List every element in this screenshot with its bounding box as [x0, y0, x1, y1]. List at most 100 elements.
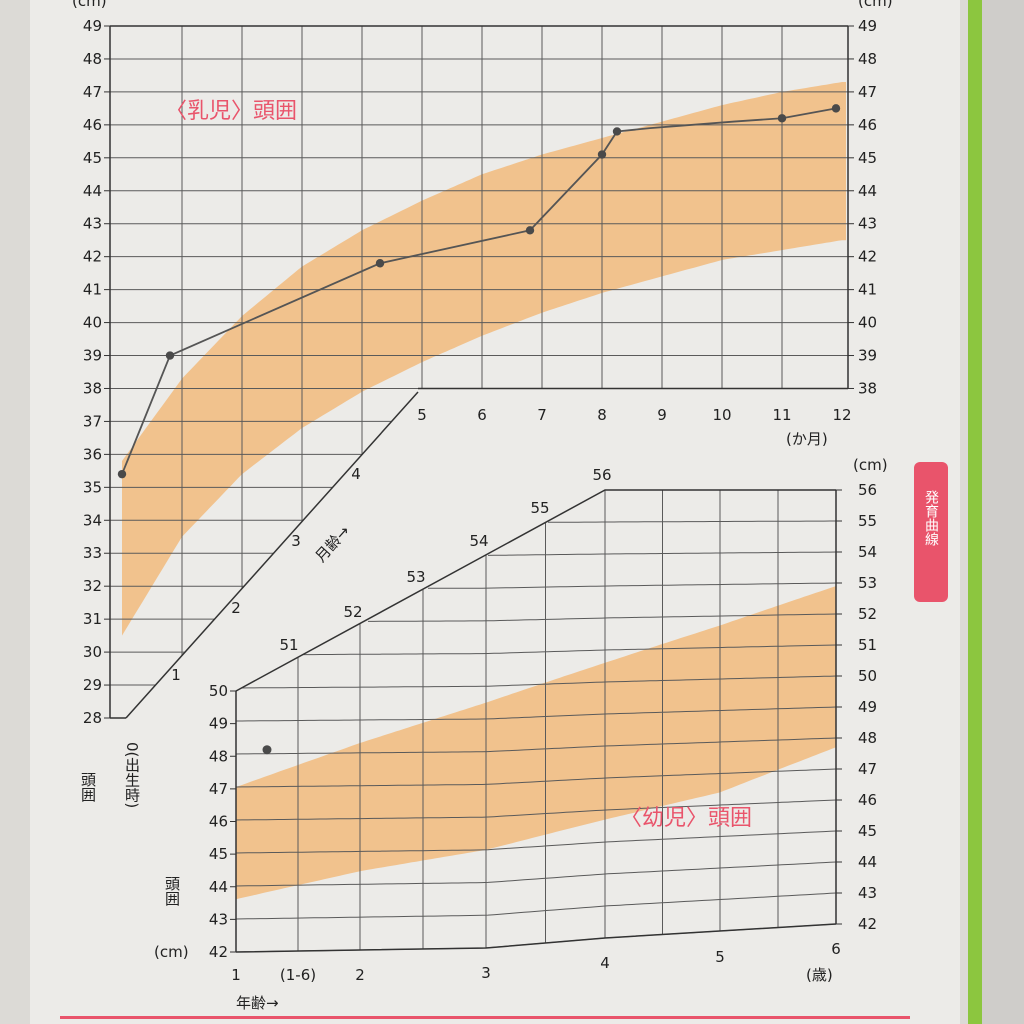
toddler-grid-h	[428, 582, 837, 589]
toddler-x-tick: 3	[481, 964, 491, 982]
infant-y-tick-left: 45	[83, 149, 102, 167]
infant-y-tick-right: 38	[858, 379, 877, 397]
toddler-y-tick-left: 50	[209, 682, 228, 700]
infant-y-tick-left: 36	[83, 445, 102, 463]
toddler-y-tick-right: 48	[858, 729, 877, 747]
toddler-y-tick-left: 42	[209, 943, 228, 961]
toddler-y-tick-right: 43	[858, 884, 877, 902]
toddler-y-tick-right: 51	[858, 636, 877, 654]
page-edge	[982, 0, 1024, 1024]
infant-y-label: 頭囲	[79, 772, 97, 802]
infant-data-point	[525, 226, 535, 235]
infant-y-tick-left: 34	[83, 511, 102, 529]
infant-y-tick-left: 37	[83, 412, 102, 430]
toddler-y-tick-right: 55	[858, 512, 877, 530]
infant-x-unit: (か月)	[786, 430, 828, 448]
toddler-y-tick-left: 48	[209, 747, 228, 765]
infant-y-tick-right: 42	[858, 248, 877, 266]
toddler-y-tick-right: 45	[858, 822, 877, 840]
toddler-grid-h	[368, 613, 837, 622]
toddler-grid-h	[235, 861, 837, 887]
infant-data-point	[612, 127, 622, 136]
toddler-y-tick-left: 49	[209, 715, 228, 733]
toddler-y-unit-left: (cm)	[154, 943, 189, 961]
toddler-x-tick: 6	[831, 940, 841, 958]
bottom-red-rule	[60, 1016, 910, 1019]
toddler-grid-h	[235, 799, 837, 821]
infant-y-tick-left: 48	[83, 50, 102, 68]
infant-data-point	[597, 150, 607, 159]
infant-y-tick-right: 41	[858, 281, 877, 299]
toddler-x-tick: 5	[715, 948, 725, 966]
toddler-x-tick: (1-6)	[280, 966, 316, 984]
toddler-y-tick-left: 46	[209, 813, 228, 831]
infant-diagonal-axis	[125, 391, 419, 719]
infant-y-tick-right: 45	[858, 149, 877, 167]
toddler-grid-h	[302, 644, 837, 656]
infant-x-tick: 4	[351, 465, 361, 483]
infant-y-tick-right: 44	[858, 182, 877, 200]
toddler-y-tick-right: 42	[858, 915, 877, 933]
infant-y-tick-left: 46	[83, 116, 102, 134]
infant-x-tick: 6	[477, 406, 487, 424]
toddler-series	[262, 745, 272, 755]
infant-x-tick: 8	[597, 406, 607, 424]
toddler-tick-labels: 4243444546474849504243444546474849505152…	[209, 466, 877, 984]
infant-y-tick-left: 29	[83, 676, 102, 694]
toddler-top-scale-label: 56	[592, 466, 611, 484]
infant-chart-title: 〈乳児〉頭囲	[165, 99, 297, 124]
infant-y-unit-left: (cm)	[72, 0, 107, 10]
toddler-top-scale-label: 52	[343, 603, 362, 621]
toddler-y-tick-right: 44	[858, 853, 877, 871]
infant-y-tick-left: 32	[83, 577, 102, 595]
infant-y-tick-right: 48	[858, 50, 877, 68]
toddler-grid-h	[548, 520, 836, 523]
toddler-grid-h	[241, 675, 837, 689]
infant-y-tick-left: 30	[83, 643, 102, 661]
infant-y-tick-left: 31	[83, 610, 102, 628]
infant-y-tick-right: 46	[858, 116, 877, 134]
toddler-data-point	[262, 745, 272, 755]
toddler-x-tick: 2	[355, 966, 365, 984]
infant-y-tick-left: 28	[83, 709, 102, 727]
toddler-x-label: 年齢→	[236, 994, 279, 1012]
toddler-grid-h	[235, 892, 837, 920]
infant-y-tick-left: 41	[83, 281, 102, 299]
toddler-y-tick-left: 43	[209, 910, 228, 928]
infant-y-tick-right: 43	[858, 215, 877, 233]
infant-y-tick-left: 40	[83, 314, 102, 332]
toddler-y-tick-left: 44	[209, 878, 228, 896]
infant-x-tick: 11	[772, 406, 791, 424]
toddler-y-tick-right: 56	[858, 481, 877, 499]
toddler-y-tick-right: 54	[858, 543, 877, 561]
infant-x-tick: 2	[231, 599, 241, 617]
toddler-grid	[235, 489, 837, 953]
infant-data-point	[165, 351, 175, 360]
infant-x-tick: 12	[832, 406, 851, 424]
infant-tick-labels: 2829303132333435363738394041424344454647…	[83, 17, 877, 727]
infant-y-tick-right: 39	[858, 347, 877, 365]
infant-y-tick-left: 49	[83, 17, 102, 35]
infant-series	[117, 104, 841, 479]
infant-data-point	[777, 114, 787, 123]
infant-y-tick-right: 49	[858, 17, 877, 35]
side-tab[interactable]	[914, 462, 948, 602]
infant-y-tick-left: 38	[83, 379, 102, 397]
toddler-grid-h	[235, 768, 837, 788]
toddler-y-tick-right: 47	[858, 760, 877, 778]
infant-data-point	[375, 259, 385, 268]
toddler-normal-band	[236, 586, 836, 900]
infant-x-label: 月齢→	[312, 522, 354, 566]
toddler-y-tick-right: 53	[858, 574, 877, 592]
infant-x-tick: 5	[417, 406, 427, 424]
infant-x-tick: 7	[537, 406, 547, 424]
toddler-y-tick-right: 52	[858, 605, 877, 623]
toddler-y-unit-right: (cm)	[853, 456, 888, 474]
infant-y-tick-right: 47	[858, 83, 877, 101]
green-page-edge	[968, 0, 982, 1024]
toddler-y-tick-right: 46	[858, 791, 877, 809]
infant-y-tick-left: 47	[83, 83, 102, 101]
infant-data-point	[831, 104, 841, 113]
infant-y-tick-left: 43	[83, 215, 102, 233]
